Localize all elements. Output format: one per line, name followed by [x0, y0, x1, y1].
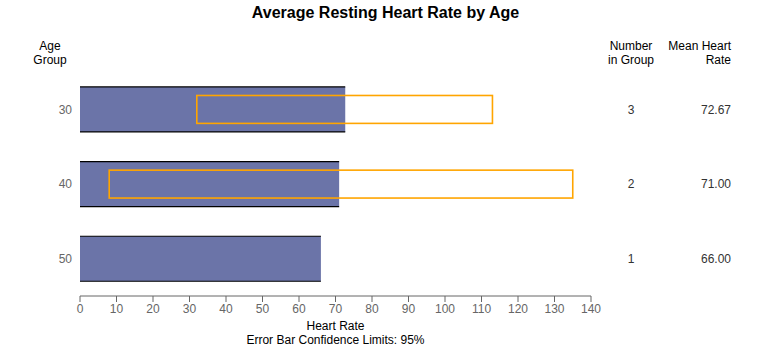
html-text:Average Resting Heart Rate by: Average Resting Heart Rate by Age: [251, 4, 520, 21]
svg-text:Error Bar Confidence Limits: 9: Error Bar Confidence Limits: 95%: [246, 333, 424, 347]
svg-text:100: 100: [435, 302, 455, 316]
svg-text:0: 0: [77, 302, 84, 316]
svg-text:3: 3: [628, 103, 635, 117]
svg-text:72.67: 72.67: [701, 103, 731, 117]
svg-text:1: 1: [628, 252, 635, 266]
svg-text:2: 2: [628, 177, 635, 191]
svg-text:50: 50: [256, 302, 270, 316]
svg-text:Age: Age: [39, 39, 61, 53]
svg-text:66.00: 66.00: [701, 252, 731, 266]
svg-text:Group: Group: [33, 53, 67, 67]
svg-text:60: 60: [292, 302, 306, 316]
svg-text:40: 40: [219, 302, 233, 316]
svg-text:20: 20: [146, 302, 160, 316]
svg-text:90: 90: [402, 302, 416, 316]
svg-text:in Group: in Group: [608, 53, 654, 67]
svg-text:Rate: Rate: [706, 53, 732, 67]
svg-text:120: 120: [508, 302, 528, 316]
svg-text:50: 50: [59, 252, 73, 266]
svg-text:80: 80: [365, 302, 379, 316]
svg-text:70: 70: [329, 302, 343, 316]
svg-text:Mean Heart: Mean Heart: [668, 39, 731, 53]
svg-text:30: 30: [183, 302, 197, 316]
svg-text:Number: Number: [610, 39, 653, 53]
svg-text:130: 130: [544, 302, 564, 316]
svg-text:10: 10: [110, 302, 124, 316]
svg-text:71.00: 71.00: [701, 177, 731, 191]
svg-text:30: 30: [59, 103, 73, 117]
svg-text:140: 140: [581, 302, 601, 316]
svg-text:Heart Rate: Heart Rate: [306, 319, 364, 333]
svg-text:40: 40: [59, 177, 73, 191]
svg-text:110: 110: [472, 302, 491, 316]
